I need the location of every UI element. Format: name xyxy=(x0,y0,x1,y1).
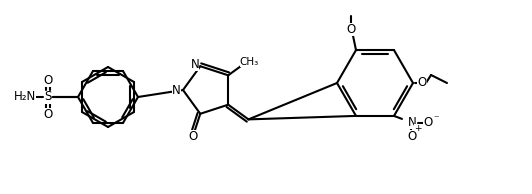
Text: O: O xyxy=(423,116,433,129)
Text: O: O xyxy=(44,107,53,120)
Text: N: N xyxy=(408,116,417,129)
Text: CH₃: CH₃ xyxy=(239,57,259,67)
Text: O: O xyxy=(44,74,53,87)
Text: O: O xyxy=(418,76,427,89)
Text: O: O xyxy=(188,130,197,143)
Text: H₂N: H₂N xyxy=(14,90,36,104)
Text: ⁻: ⁻ xyxy=(433,114,439,124)
Text: N: N xyxy=(190,58,200,71)
Text: O: O xyxy=(346,23,355,36)
Text: N: N xyxy=(172,85,181,98)
Text: +: + xyxy=(414,124,422,133)
Text: O: O xyxy=(408,130,417,143)
Text: S: S xyxy=(44,90,52,104)
